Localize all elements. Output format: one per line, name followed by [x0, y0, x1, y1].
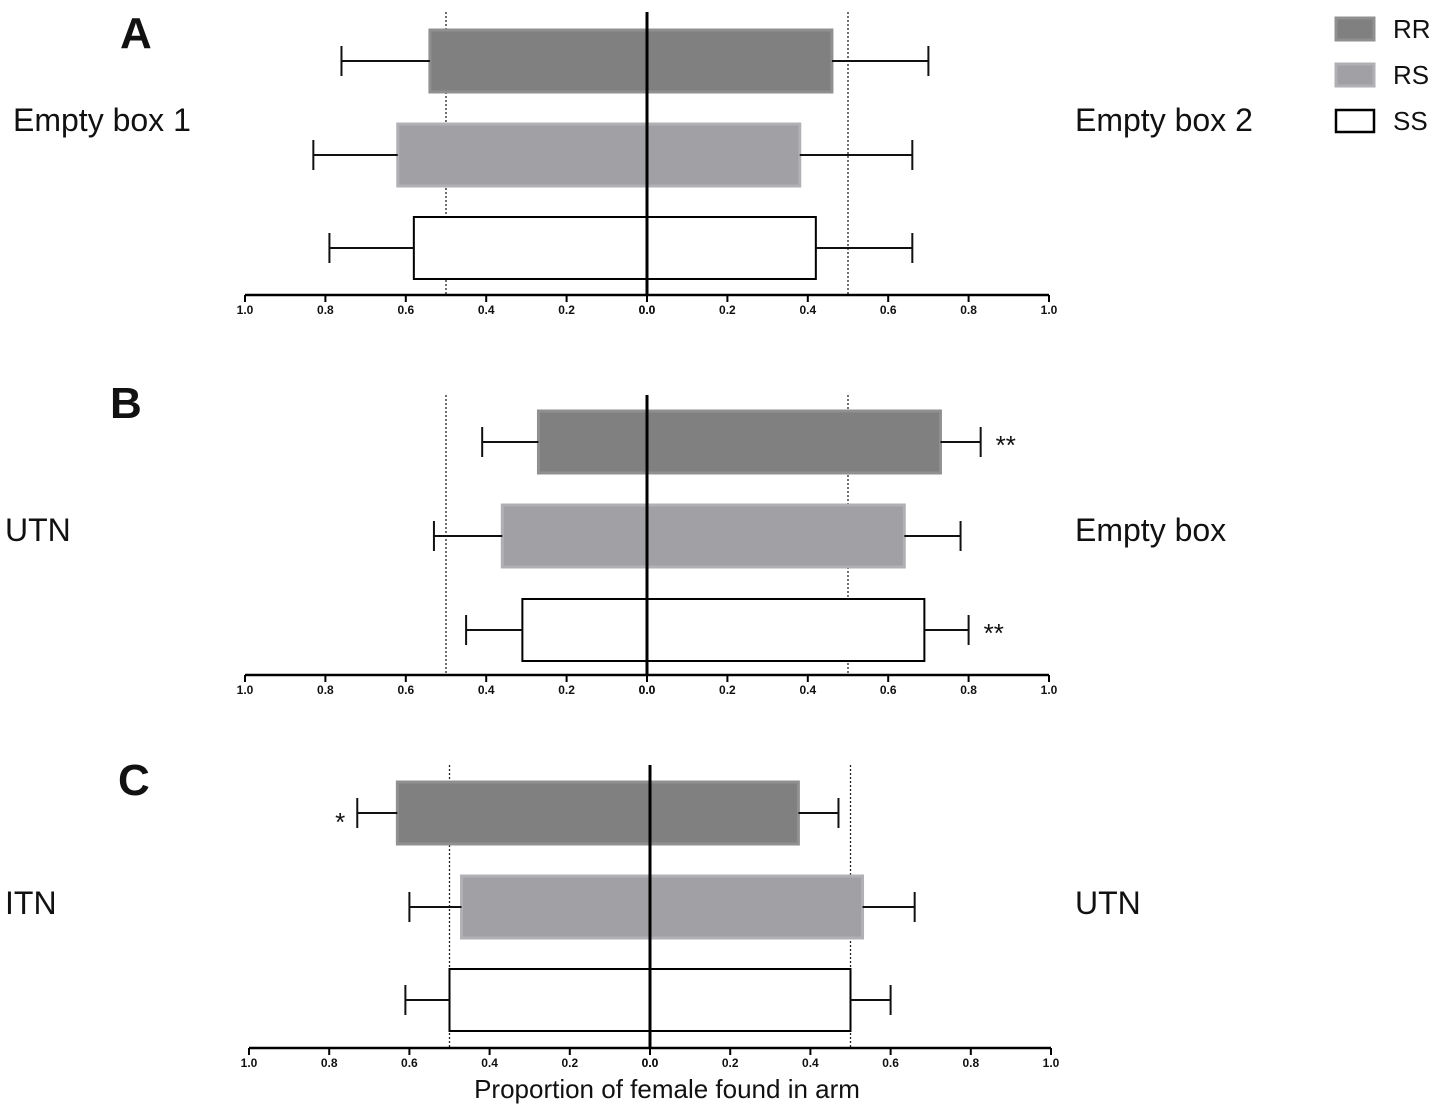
x-tick-label: 0.4 — [481, 1056, 498, 1070]
bar-ss-left — [521, 598, 649, 662]
right-arm-label: UTN — [1075, 885, 1141, 921]
x-tick-label: 0.2 — [561, 1056, 578, 1070]
right-arm-label: Empty box 2 — [1075, 102, 1253, 138]
bar-rr-left — [395, 780, 652, 846]
bar-ss-left — [448, 968, 651, 1032]
legend-label-ss: SS — [1393, 106, 1428, 136]
x-tick-label: 0.0 — [642, 1056, 659, 1070]
legend-swatch-ss — [1334, 108, 1376, 134]
x-tick-label: 0.0 — [639, 303, 656, 317]
x-tick-label: 0.4 — [799, 683, 816, 697]
x-tick-label: 0.8 — [962, 1056, 979, 1070]
bar-rr-right — [645, 28, 834, 94]
x-tick-label: 0.0 — [639, 683, 656, 697]
left-arm-label: Empty box 1 — [13, 102, 191, 138]
x-tick-label: 0.8 — [960, 303, 977, 317]
bar-ss-right — [646, 216, 817, 280]
x-tick-label: 0.2 — [719, 303, 736, 317]
bar-rs-left — [460, 874, 652, 940]
significance-marker: ** — [984, 618, 1004, 648]
x-tick-label: 0.6 — [882, 1056, 899, 1070]
x-tick-label: 0.2 — [722, 1056, 739, 1070]
x-tick-label: 0.0 — [639, 683, 656, 697]
x-tick-label: 1.0 — [237, 683, 254, 697]
x-tick-label: 0.4 — [478, 303, 495, 317]
x-tick-label: 1.0 — [1041, 683, 1058, 697]
legend-label-rr: RR — [1393, 14, 1431, 44]
chart-panels: 1.0 0.8 0.6 0.4 0.2 0.0 0.0 0.2 0.4 0.6 0.8 1.0 A Emp… — [5, 9, 1253, 1070]
bar-ss-left — [412, 216, 648, 280]
bar-rr-right — [645, 409, 942, 475]
right-arm-label: Empty box — [1075, 512, 1226, 548]
bar-rr-left — [536, 409, 649, 475]
legend-swatch-rs — [1334, 62, 1376, 88]
x-tick-label: 1.0 — [241, 1056, 258, 1070]
panel-letter: A — [120, 9, 152, 58]
legend-swatch-rr — [1334, 16, 1376, 42]
x-tick-label: 0.4 — [478, 683, 495, 697]
bar-rr-right — [648, 780, 800, 846]
panel-a: 1.0 0.8 0.6 0.4 0.2 0.00.0 0.2 0.4 0.6 0.8 1.0AEmp… — [13, 9, 1253, 317]
x-tick-label: 1.0 — [1043, 1056, 1060, 1070]
left-arm-label: ITN — [5, 885, 57, 921]
bar-rs-right — [645, 503, 906, 569]
x-axis-label: Proportion of female found in arm — [474, 1074, 860, 1104]
x-tick-label: 0.6 — [401, 1056, 418, 1070]
legend-label-rs: RS — [1393, 60, 1429, 90]
x-tick-label: 1.0 — [237, 303, 254, 317]
bar-rs-right — [645, 122, 802, 188]
x-tick-label: 0.6 — [880, 683, 897, 697]
x-tick-label: 1.0 — [1041, 303, 1058, 317]
panel-letter: C — [118, 756, 150, 805]
x-tick-label: 0.2 — [558, 303, 575, 317]
x-tick-label: 0.2 — [719, 683, 736, 697]
left-arm-label: UTN — [5, 512, 71, 548]
significance-marker: * — [335, 807, 345, 837]
bar-rs-left — [500, 503, 649, 569]
bar-ss-right — [646, 598, 926, 662]
x-tick-label: 0.6 — [397, 683, 414, 697]
bar-rs-left — [396, 122, 649, 188]
panel-b: ****1.0 0.8 0.6 0.4 0.2 0.00.0 0.2 0.4 0.6 0.8 1.0… — [5, 379, 1226, 697]
x-tick-label: 0.2 — [558, 683, 575, 697]
significance-marker: ** — [996, 430, 1016, 460]
panel-letter: B — [110, 379, 142, 428]
x-tick-label: 0.8 — [321, 1056, 338, 1070]
bar-rs-right — [648, 874, 865, 940]
legend: RR RS SS — [1334, 14, 1431, 136]
x-tick-label: 0.4 — [802, 1056, 819, 1070]
x-tick-label: 0.6 — [397, 303, 414, 317]
panel-c: *1.0 0.8 0.6 0.4 0.2 0.00.0 0.2 0.4 0.6 0.8 1.0CIT… — [5, 756, 1141, 1070]
x-tick-label: 0.8 — [960, 683, 977, 697]
x-tick-label: 0.0 — [642, 1056, 659, 1070]
x-tick-label: 0.4 — [799, 303, 816, 317]
x-tick-label: 0.8 — [317, 683, 334, 697]
x-tick-label: 0.6 — [880, 303, 897, 317]
bar-ss-right — [649, 968, 852, 1032]
bar-rr-left — [428, 28, 649, 94]
x-tick-label: 0.8 — [317, 303, 334, 317]
x-tick-label: 0.0 — [639, 303, 656, 317]
